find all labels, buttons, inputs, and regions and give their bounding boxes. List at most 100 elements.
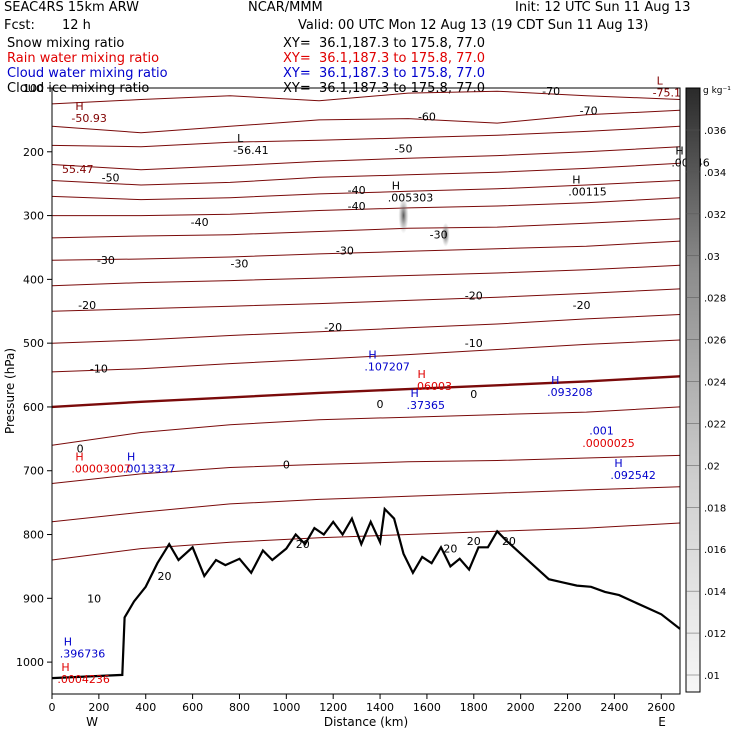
colorbar-label: .012 [704, 629, 726, 640]
extremum-marker: H [614, 457, 622, 470]
extremum-marker: H [61, 661, 69, 674]
isotherm-line [51, 162, 681, 186]
legend-xy: XY= 36.1,187.3 to 175.8, 77.0 [283, 66, 486, 81]
isotherm-line [51, 454, 681, 484]
extremum-value: .396736 [60, 648, 105, 661]
extremum-marker: H [75, 451, 83, 464]
cloud-ice-shading [398, 197, 409, 234]
extremum-marker: L [237, 132, 244, 145]
isotherm-label: -20 [573, 299, 591, 312]
isotherm-label: -30 [230, 257, 248, 270]
extremum-value: .37365 [407, 399, 446, 412]
legend-xy: XY= 36.1,187.3 to 175.8, 77.0 [283, 51, 486, 66]
isotherm-line [51, 486, 681, 523]
legend-xy: XY= 36.1,187.3 to 175.8, 77.0 [283, 36, 486, 51]
extremum-value: .0000025 [582, 437, 635, 450]
west-label: W [86, 715, 98, 729]
plot-axes: 0 200 400 600 800 1000 1200 1400 1600 1800 2000 220… [3, 82, 681, 729]
extremum-marker: L [657, 74, 664, 87]
colorbar-label: .026 [704, 336, 726, 347]
isotherm-label: -60 [418, 111, 436, 124]
isotherm-label: -10 [465, 337, 483, 350]
y-axis-label: Pressure (hPa) [3, 348, 17, 434]
isotherm-contours [51, 90, 681, 561]
x-axis-label: Distance (km) [324, 715, 408, 729]
isotherm-line [51, 375, 681, 409]
y-tick-label: 800 [23, 529, 44, 542]
extremum-value: .107207 [364, 361, 410, 374]
isotherm-line [51, 109, 681, 134]
fcst-label: Fcst: [4, 18, 35, 33]
extremum-value: .0004236 [57, 673, 110, 686]
extremum-value: .093208 [547, 386, 593, 399]
legend-label: Snow mixing ratio [7, 36, 125, 51]
isotherm-label: -50 [395, 143, 413, 156]
extremum-marker: H [127, 451, 135, 464]
isotherm-label: 20 [502, 535, 516, 548]
x-tick-label: 1600 [413, 701, 441, 714]
extremum-marker: H [75, 100, 83, 113]
colorbar: .036 .034 .032 .03 .028 .026 .024 .022 .02 .018 .0… [685, 86, 731, 693]
isotherm-label: -40 [191, 216, 209, 229]
x-tick-label: 1000 [272, 701, 300, 714]
x-tick-label: 400 [135, 701, 156, 714]
extremum-value: .005303 [388, 192, 434, 205]
colorbar-label: .018 [704, 503, 726, 514]
isotherm-line [51, 339, 681, 373]
valid-time: Valid: 00 UTC Mon 12 Aug 13 (19 CDT Sun … [298, 18, 649, 33]
extremum-marker: H [418, 368, 426, 381]
colorbar-label: .03 [704, 252, 720, 263]
isotherm-label: 20 [443, 543, 457, 556]
isotherm-label: 20 [467, 535, 481, 548]
extremum-marker: H [675, 145, 683, 158]
cloud-ice-shading [441, 222, 450, 247]
isotherm-line [51, 522, 681, 561]
extremum-value: .06003 [414, 380, 453, 393]
init-time: Init: 12 UTC Sun 11 Aug 13 [515, 0, 691, 15]
isotherm-label: -30 [336, 245, 354, 258]
extremum-marker: H [551, 374, 559, 387]
legend-label: Rain water mixing ratio [7, 51, 160, 66]
isotherm-label: -20 [465, 289, 483, 302]
isotherm-label: -50 [102, 171, 120, 184]
isotherm-label: -30 [430, 229, 448, 242]
y-tick-label: 300 [23, 210, 44, 223]
y-tick-label: 600 [23, 401, 44, 414]
y-tick-label: 1000 [16, 656, 44, 669]
y-tick-label: 500 [23, 337, 44, 350]
colorbar-label: .022 [704, 419, 726, 430]
extremum-marker: H [572, 173, 580, 186]
colorbar-label: .014 [704, 587, 726, 598]
model-title: SEAC4RS 15km ARW [4, 0, 140, 15]
x-tick-label: 1800 [460, 701, 488, 714]
isotherm-label: -40 [348, 200, 366, 213]
isotherm-label: -40 [348, 184, 366, 197]
x-tick-label: 2200 [554, 701, 582, 714]
extremum-value: -75.1 [653, 86, 681, 99]
colorbar-label: .034 [704, 168, 726, 179]
isotherm-label: -20 [324, 321, 342, 334]
colorbar-label: .01 [704, 671, 720, 682]
colorbar-label: .028 [704, 294, 726, 305]
isotherm-line [51, 240, 681, 261]
colorbar-label: .02 [704, 461, 720, 472]
isotherm-label: 0 [377, 398, 384, 411]
colorbar-bar [685, 87, 701, 693]
x-tick-label: 600 [182, 701, 203, 714]
extremum-marker: H [392, 180, 400, 193]
extremum-value: -56.41 [233, 144, 268, 157]
hydrometeor-contours [398, 197, 450, 247]
isotherm-label: -10 [90, 363, 108, 376]
plot-frame [51, 87, 681, 695]
extremum-value: -50.93 [71, 112, 106, 125]
isotherm-label: 0 [470, 388, 477, 401]
isotherm-line [52, 197, 681, 217]
isotherm-line [51, 264, 681, 287]
y-tick-label: 100 [23, 82, 44, 95]
extremum-marker: H [368, 349, 376, 362]
extremum-value: .0013337 [123, 463, 176, 476]
isotherm-label: -30 [97, 254, 115, 267]
isotherm-label: -20 [78, 299, 96, 312]
extremum-value: 55.47 [62, 163, 94, 176]
terrain-line [51, 506, 681, 680]
